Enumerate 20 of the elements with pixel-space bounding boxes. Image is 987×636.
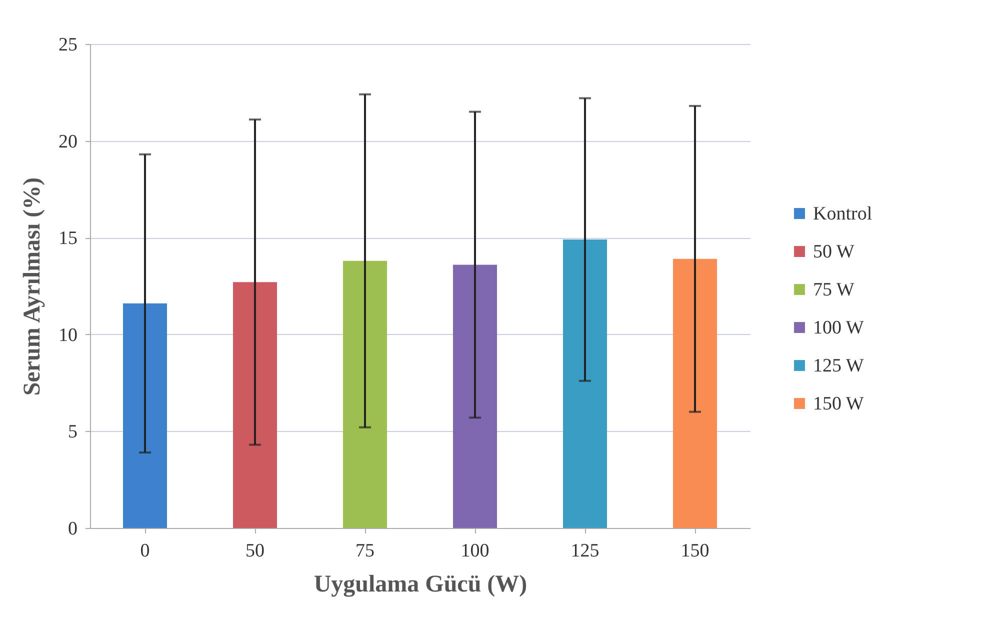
x-tick-label: 50 bbox=[246, 540, 264, 562]
legend-label: 100 W bbox=[813, 318, 864, 338]
legend-label: 125 W bbox=[813, 356, 864, 376]
legend-label: 50 W bbox=[813, 242, 854, 262]
x-tick-label: 75 bbox=[356, 540, 374, 562]
y-tick-label: 25 bbox=[58, 34, 78, 56]
y-tick-label: 15 bbox=[58, 228, 78, 250]
y-tick-label: 5 bbox=[68, 422, 78, 443]
x-axis-title: Uygulama Gücü (W) bbox=[314, 572, 528, 598]
y-tick-label: 20 bbox=[58, 131, 78, 152]
y-tick-label: 0 bbox=[68, 518, 78, 540]
x-tick-label: 150 bbox=[680, 540, 710, 562]
legend-label: 75 W bbox=[813, 280, 854, 300]
legend-label: Kontrol bbox=[813, 204, 872, 224]
x-tick-label: 125 bbox=[570, 540, 600, 562]
x-tick-label: 0 bbox=[140, 540, 150, 562]
y-tick-label: 10 bbox=[58, 324, 78, 346]
x-tick-label: 100 bbox=[460, 540, 490, 562]
y-axis-title: Serum Ayrılması (%) bbox=[20, 177, 46, 396]
legend-label: 150 W bbox=[813, 394, 864, 414]
